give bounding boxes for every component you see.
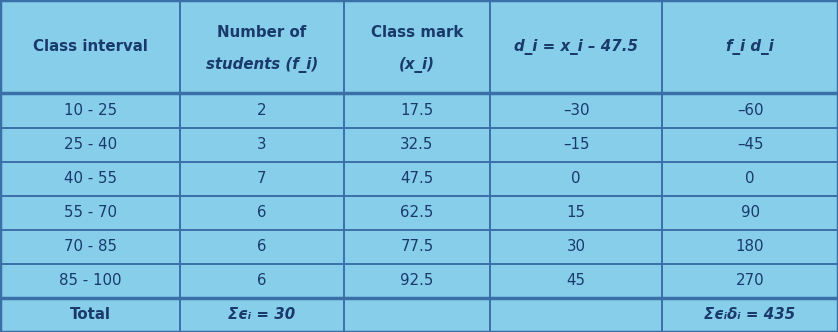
Text: 45: 45 xyxy=(566,273,586,289)
Bar xyxy=(0,196,180,230)
Bar xyxy=(344,196,490,230)
Text: (x_i): (x_i) xyxy=(399,57,435,73)
Bar xyxy=(0,298,180,332)
Text: 0: 0 xyxy=(745,171,755,186)
Text: 25 - 40: 25 - 40 xyxy=(64,137,116,152)
Bar xyxy=(180,0,344,93)
Text: 55 - 70: 55 - 70 xyxy=(64,205,116,220)
Text: f_i d_i: f_i d_i xyxy=(727,39,773,55)
Bar xyxy=(180,196,344,230)
Text: Total: Total xyxy=(70,307,111,322)
Text: Number of: Number of xyxy=(217,25,307,40)
Bar xyxy=(662,0,838,93)
Text: 2: 2 xyxy=(257,103,266,118)
Text: 62.5: 62.5 xyxy=(401,205,433,220)
Bar xyxy=(662,127,838,162)
Bar xyxy=(0,264,180,298)
Bar xyxy=(490,264,662,298)
Text: 6: 6 xyxy=(257,273,266,289)
Bar xyxy=(490,93,662,127)
Text: 77.5: 77.5 xyxy=(401,239,433,254)
Bar xyxy=(662,196,838,230)
Text: 6: 6 xyxy=(257,205,266,220)
Bar xyxy=(344,264,490,298)
Text: 30: 30 xyxy=(566,239,586,254)
Text: –15: –15 xyxy=(563,137,589,152)
Bar xyxy=(0,162,180,196)
Text: Class interval: Class interval xyxy=(33,39,147,54)
Text: 70 - 85: 70 - 85 xyxy=(64,239,116,254)
Bar xyxy=(344,127,490,162)
Bar xyxy=(0,93,180,127)
Bar xyxy=(180,127,344,162)
Text: 15: 15 xyxy=(566,205,586,220)
Bar xyxy=(490,162,662,196)
Text: 7: 7 xyxy=(257,171,266,186)
Bar xyxy=(490,196,662,230)
Bar xyxy=(490,0,662,93)
Text: 6: 6 xyxy=(257,239,266,254)
Text: 270: 270 xyxy=(736,273,764,289)
Text: Class mark: Class mark xyxy=(370,25,463,40)
Text: d_i = x_i – 47.5: d_i = x_i – 47.5 xyxy=(515,39,638,55)
Bar xyxy=(490,230,662,264)
Bar xyxy=(662,298,838,332)
Text: 85 - 100: 85 - 100 xyxy=(59,273,122,289)
Text: 40 - 55: 40 - 55 xyxy=(64,171,116,186)
Bar xyxy=(344,93,490,127)
Bar xyxy=(490,127,662,162)
Text: 90: 90 xyxy=(741,205,759,220)
Text: 32.5: 32.5 xyxy=(401,137,433,152)
Text: Σϵᵢδᵢ = 435: Σϵᵢδᵢ = 435 xyxy=(705,307,795,322)
Bar xyxy=(0,127,180,162)
Text: 47.5: 47.5 xyxy=(401,171,433,186)
Bar xyxy=(662,162,838,196)
Bar xyxy=(180,298,344,332)
Text: –30: –30 xyxy=(563,103,589,118)
Bar xyxy=(344,0,490,93)
Bar xyxy=(0,0,180,93)
Bar xyxy=(180,162,344,196)
Bar xyxy=(180,264,344,298)
Bar xyxy=(662,93,838,127)
Text: –45: –45 xyxy=(737,137,763,152)
Bar xyxy=(0,230,180,264)
Bar xyxy=(662,264,838,298)
Text: Σϵᵢ = 30: Σϵᵢ = 30 xyxy=(228,307,296,322)
Bar xyxy=(344,230,490,264)
Bar xyxy=(344,162,490,196)
Bar xyxy=(344,298,490,332)
Text: 10 - 25: 10 - 25 xyxy=(64,103,116,118)
Text: students (f_i): students (f_i) xyxy=(206,57,318,73)
Text: 17.5: 17.5 xyxy=(401,103,433,118)
Bar xyxy=(662,230,838,264)
Text: 92.5: 92.5 xyxy=(401,273,433,289)
Text: 180: 180 xyxy=(736,239,764,254)
Bar xyxy=(490,298,662,332)
Bar xyxy=(180,93,344,127)
Bar xyxy=(180,230,344,264)
Text: –60: –60 xyxy=(737,103,763,118)
Text: 0: 0 xyxy=(572,171,581,186)
Text: 3: 3 xyxy=(257,137,266,152)
